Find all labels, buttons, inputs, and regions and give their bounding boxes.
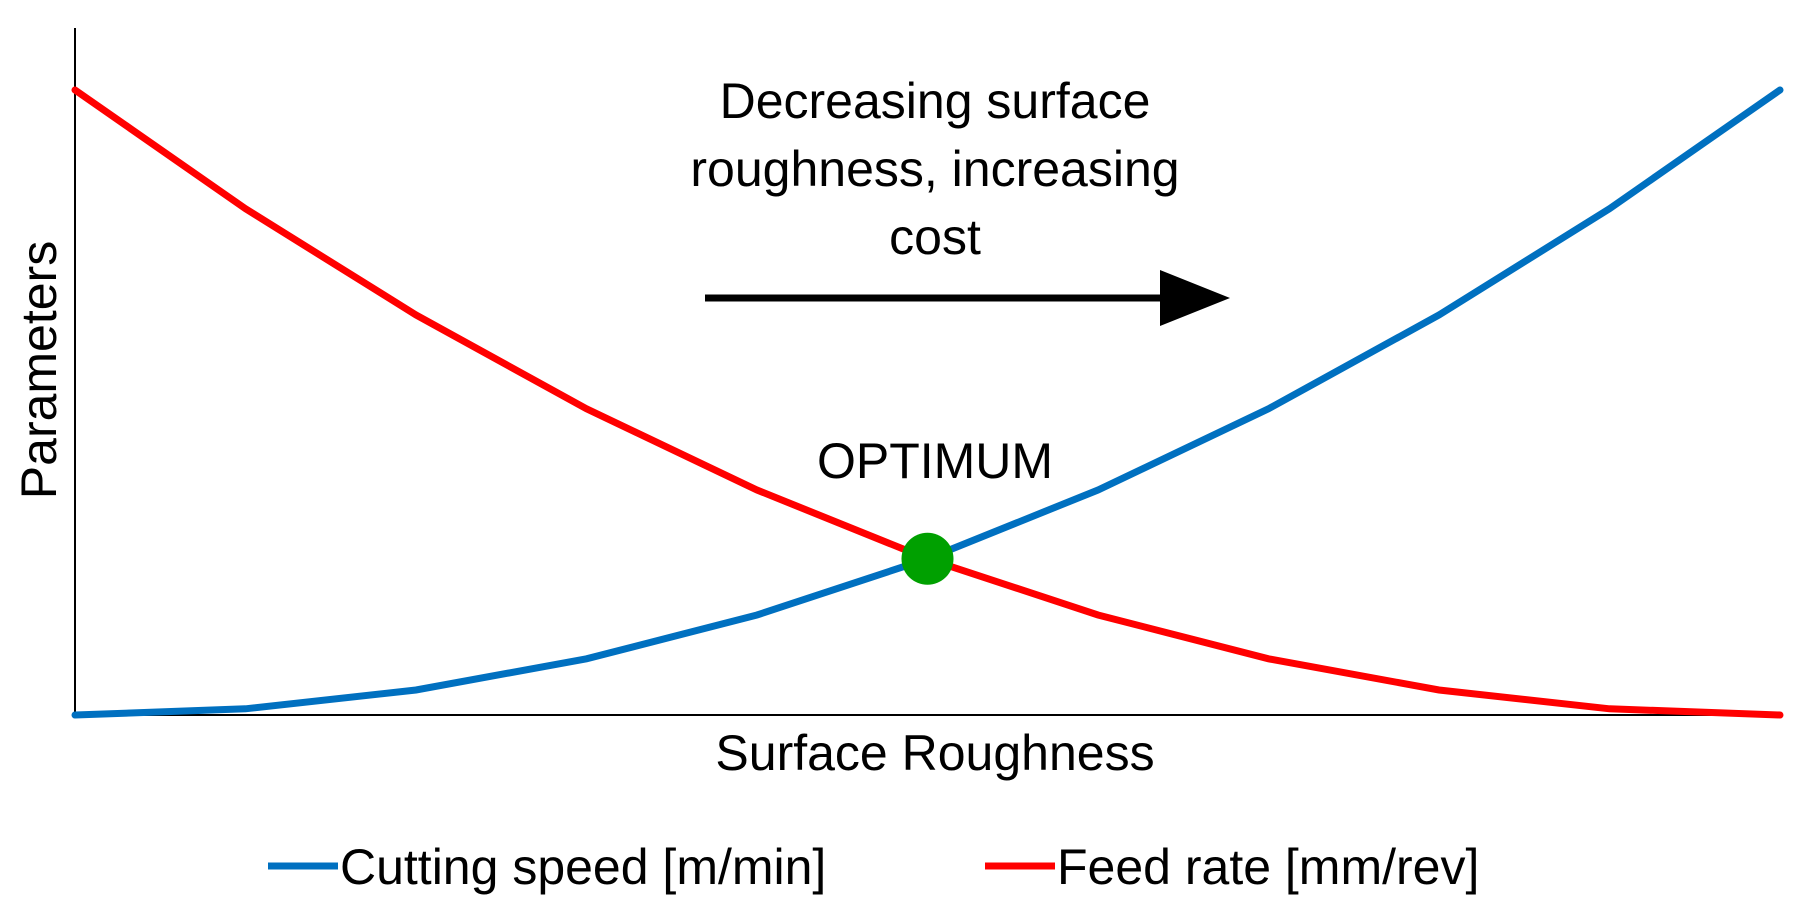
- trend-text-line-3: cost: [889, 209, 981, 265]
- optimum-label: OPTIMUM: [817, 433, 1053, 489]
- legend-label-feed-rate: Feed rate [mm/rev]: [1057, 839, 1479, 895]
- x-axis-title: Surface Roughness: [715, 725, 1154, 781]
- trend-text-line-2: roughness, increasing: [690, 141, 1179, 197]
- y-axis-title: Parameters: [11, 241, 67, 499]
- trend-text-line-1: Decreasing surface: [720, 73, 1151, 129]
- optimum-point: [901, 532, 954, 585]
- legend-label-cutting-speed: Cutting speed [m/min]: [340, 839, 826, 895]
